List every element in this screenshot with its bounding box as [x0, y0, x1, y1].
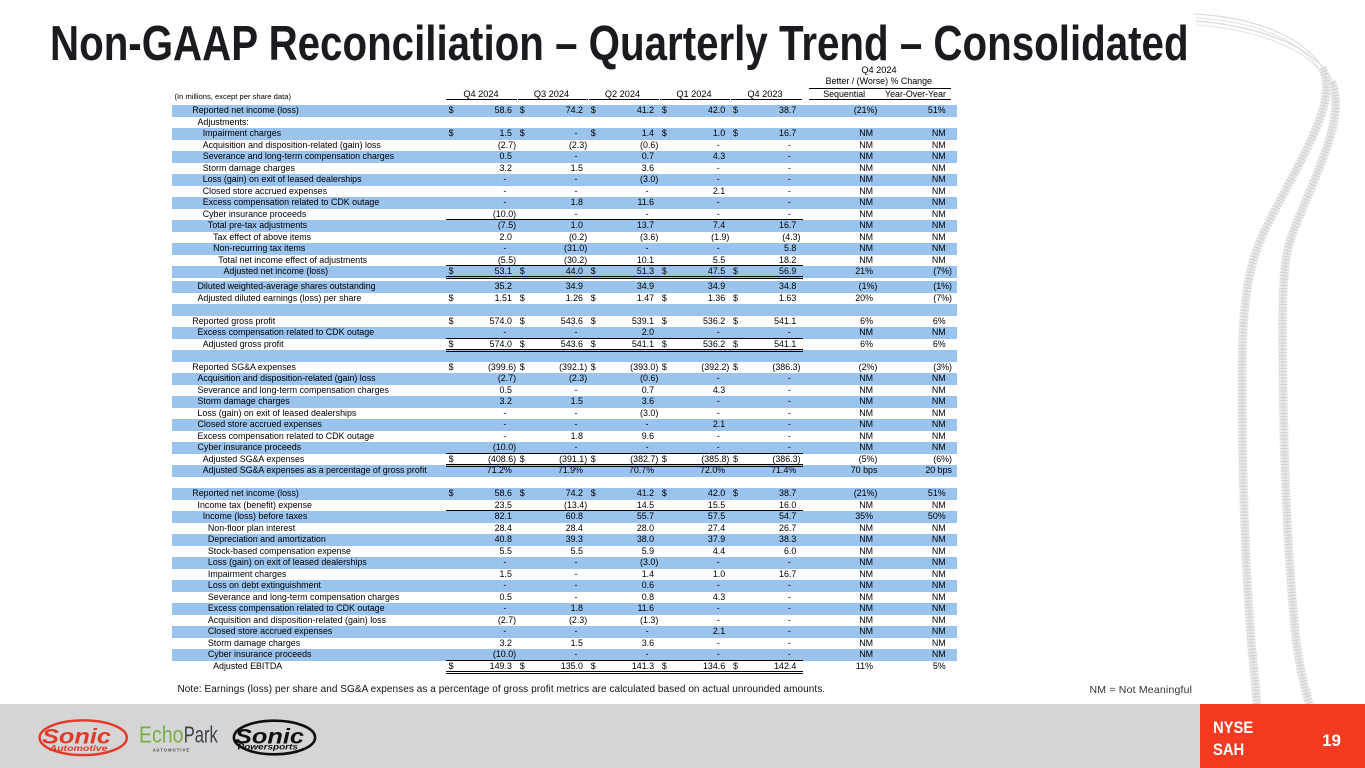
svg-text:Echo: Echo — [139, 721, 184, 747]
svg-text:Sonic: Sonic — [235, 725, 304, 748]
svg-text:Powersports: Powersports — [238, 743, 299, 752]
svg-text:Park: Park — [184, 721, 218, 747]
svg-text:Sonic: Sonic — [42, 726, 111, 749]
svg-text:Automotive: Automotive — [48, 743, 107, 753]
svg-text:A U T O M O T I V E: A U T O M O T I V E — [153, 747, 189, 752]
